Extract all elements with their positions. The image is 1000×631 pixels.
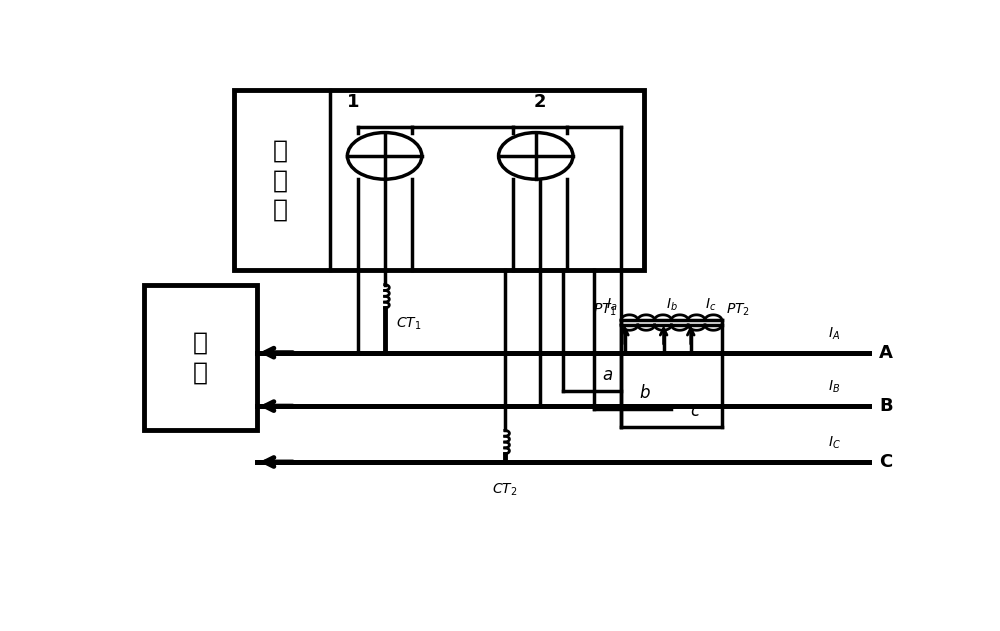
Text: B: B <box>879 397 893 415</box>
Text: 电
能
表: 电 能 表 <box>272 138 288 222</box>
Text: b: b <box>639 384 650 402</box>
Text: a: a <box>602 366 613 384</box>
Text: $I_C$: $I_C$ <box>828 435 841 451</box>
Circle shape <box>499 133 573 179</box>
Text: $PT_2$: $PT_2$ <box>726 302 750 318</box>
Bar <box>144 285 257 430</box>
Text: c: c <box>690 402 699 420</box>
Text: $I_b$: $I_b$ <box>666 297 678 313</box>
Text: $PT_1$: $PT_1$ <box>593 302 617 318</box>
Text: $I_c$: $I_c$ <box>705 297 716 313</box>
Text: $CT_2$: $CT_2$ <box>492 481 517 498</box>
Text: $I_a$: $I_a$ <box>606 297 617 313</box>
Text: 负
载: 负 载 <box>193 331 208 384</box>
Text: $I_A$: $I_A$ <box>828 326 840 342</box>
Text: $I_B$: $I_B$ <box>828 379 840 396</box>
Circle shape <box>347 133 422 179</box>
Text: 1: 1 <box>347 93 360 112</box>
Bar <box>234 90 644 270</box>
Text: C: C <box>879 453 892 471</box>
Text: 2: 2 <box>533 93 546 112</box>
Text: A: A <box>879 344 893 362</box>
Text: $CT_1$: $CT_1$ <box>396 316 422 332</box>
